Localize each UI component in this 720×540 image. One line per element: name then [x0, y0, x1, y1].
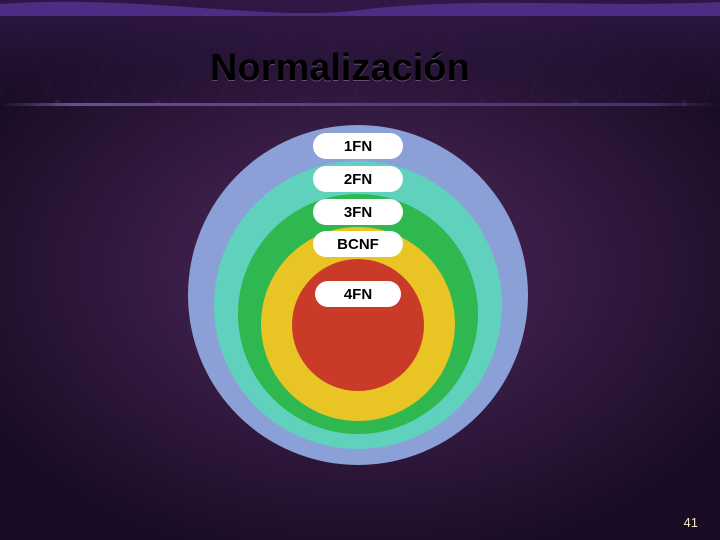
title-underline	[0, 103, 720, 106]
normal-forms-diagram: 1FN 2FN 3FN BCNF 4FN	[0, 125, 720, 510]
ring-label-3fn: 3FN	[344, 204, 372, 221]
ring-label-2fn: 2FN	[344, 171, 372, 188]
ring-label-4fn: 4FN	[344, 286, 372, 303]
page-title: Normalización	[210, 48, 470, 90]
ring-label-bcnf: BCNF	[337, 236, 379, 253]
ring-label-1fn: 1FN	[344, 138, 372, 155]
slide: Normalización 1FN 2FN 3FN BCNF 4FN 41	[0, 0, 720, 540]
ring-4fn	[292, 259, 424, 391]
page-number: 41	[684, 515, 698, 530]
